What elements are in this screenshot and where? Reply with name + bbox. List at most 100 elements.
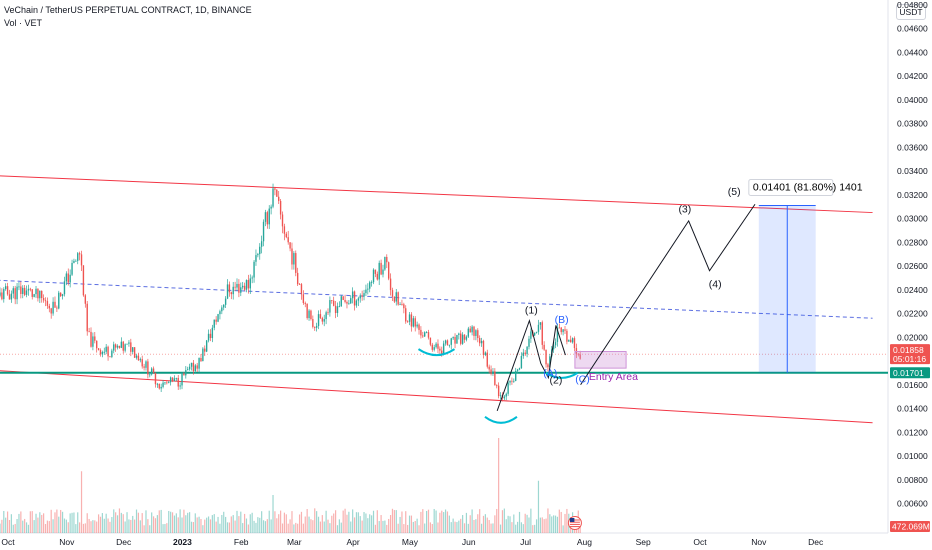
wave-projection-path: [580, 203, 756, 386]
volume-bar: [475, 519, 477, 533]
candle-body: [473, 326, 475, 336]
volume-bar: [79, 522, 81, 533]
candle-body: [435, 343, 437, 348]
candle-body: [338, 306, 341, 308]
volume-bar: [242, 523, 244, 533]
candle-body: [234, 286, 236, 288]
candle-body: [33, 294, 35, 297]
volume-bar: [35, 513, 37, 533]
candle-body: [183, 373, 185, 376]
volume-bar: [462, 515, 464, 533]
candle-body: [262, 221, 265, 242]
volume-bar: [334, 510, 337, 533]
smile-curve: [417, 348, 456, 357]
volume-bar: [407, 524, 409, 533]
volume-bar: [437, 522, 439, 533]
candle-body: [107, 346, 109, 357]
candle-body: [357, 298, 360, 301]
candle-body: [332, 300, 335, 306]
candle-body: [257, 254, 259, 256]
volume-bar: [183, 509, 185, 533]
volume-bar: [16, 519, 18, 533]
time-tick-label: May: [402, 537, 419, 547]
volume-bar: [371, 515, 373, 533]
candle-body: [0, 292, 1, 296]
currency-button[interactable]: USDT: [896, 4, 926, 20]
candle-body: [460, 333, 462, 344]
candle-body: [20, 286, 22, 294]
wave-label: (B): [555, 314, 569, 326]
volume-bar: [97, 514, 100, 533]
candle-body: [300, 284, 303, 295]
volume-bar: [207, 516, 210, 533]
chart-title[interactable]: VeChain / TetherUS PERPETUAL CONTRACT, 1…: [4, 5, 252, 15]
volume-bars: [0, 438, 581, 533]
candle-body: [202, 348, 204, 362]
candle-body: [414, 318, 416, 327]
volume-bar: [96, 521, 98, 533]
candle-body: [99, 350, 102, 355]
candle-body: [378, 262, 380, 280]
candle-body: [424, 332, 426, 337]
volume-bar: [139, 520, 141, 533]
volume-bar: [264, 521, 267, 533]
candle-body: [152, 368, 155, 373]
volume-bar: [454, 521, 456, 533]
candle-body: [147, 361, 149, 375]
candle-body: [342, 296, 344, 300]
candle-body: [566, 330, 568, 342]
volume-bar: [300, 511, 303, 533]
volume-bar: [439, 512, 441, 533]
volume-bar: [160, 509, 162, 533]
price-tick-label: 0.03400: [897, 166, 928, 176]
volume-bar: [350, 521, 352, 533]
volume-bar: [168, 510, 170, 533]
volume-bar: [259, 517, 261, 533]
candle-body: [245, 280, 248, 290]
volume-bar: [386, 524, 388, 533]
volume-bar: [192, 522, 194, 533]
candle-body: [10, 293, 13, 300]
support-price-badge-bg: [890, 367, 930, 379]
candle-body: [145, 361, 147, 368]
candle-body: [490, 369, 492, 374]
candle-body: [192, 362, 195, 372]
price-tick-label: 0.03200: [897, 190, 928, 200]
candle-body: [75, 260, 77, 262]
candle-body: [564, 329, 566, 331]
entry-area-box: [574, 351, 627, 369]
candle-body: [207, 333, 210, 341]
volume-bar: [255, 522, 257, 533]
candle-body: [397, 292, 399, 305]
volume-bar: [181, 517, 183, 533]
volume-indicator-label[interactable]: Vol · VET: [4, 18, 43, 28]
volume-bar: [18, 513, 20, 533]
candle-body: [401, 304, 403, 305]
volume-bar: [5, 517, 7, 533]
wave-label: (1): [525, 305, 538, 317]
candle-body: [109, 356, 111, 358]
candle-body: [158, 383, 160, 389]
candle-body: [509, 380, 511, 383]
candle-body: [209, 333, 212, 339]
candle-body: [454, 336, 456, 344]
time-tick-label: Jul: [520, 537, 531, 547]
volume-bar: [507, 515, 509, 533]
volume-bar: [393, 510, 395, 533]
volume-bar: [323, 521, 325, 533]
candle-body: [135, 355, 138, 358]
candle-body: [27, 288, 30, 291]
candle-body: [374, 269, 377, 274]
candle-body: [113, 344, 115, 351]
price-tick-label: 0.01000: [897, 451, 928, 461]
volume-bar: [306, 509, 308, 533]
candle-body: [274, 188, 276, 190]
volume-bar: [511, 522, 513, 533]
time-tick-label: Apr: [346, 537, 359, 547]
candle-body: [458, 333, 460, 335]
volume-bar: [103, 518, 105, 533]
volume-bar: [137, 512, 140, 533]
candle-body: [461, 334, 464, 344]
volume-bar: [274, 511, 276, 533]
